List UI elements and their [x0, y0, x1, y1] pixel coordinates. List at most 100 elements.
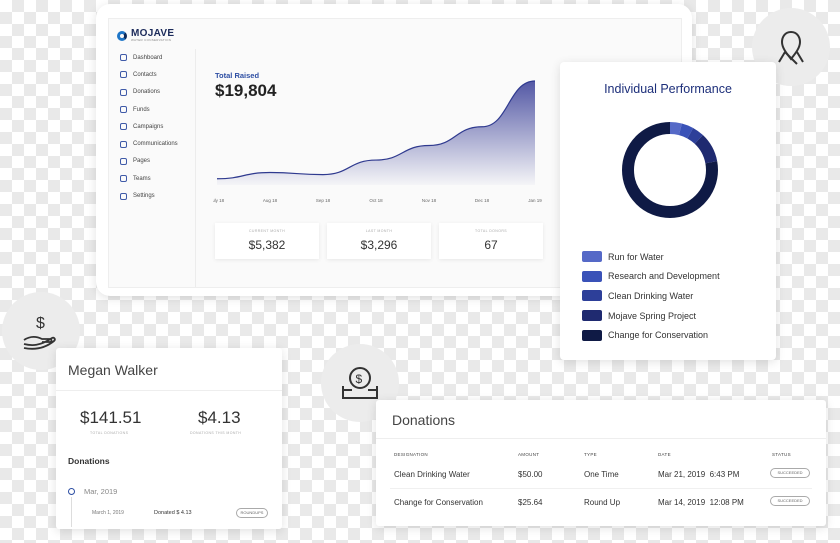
donation-date: March 1, 2019 — [92, 510, 124, 516]
sidebar-item-campaigns[interactable]: Campaigns — [109, 118, 195, 135]
performance-card: Individual Performance Run for Water Res… — [560, 62, 776, 360]
legend-swatch — [582, 310, 602, 322]
donation-box-icon: $ — [342, 367, 378, 399]
column-header-type: TYPE — [584, 452, 597, 457]
legend-item: Run for Water — [582, 247, 720, 267]
cell-designation: Change for Conservation — [394, 498, 483, 507]
stat-value: $3,296 — [360, 238, 398, 252]
sidebar-item-label: Funds — [133, 106, 150, 113]
logo[interactable]: MOJAVE WATER CONSERVATION — [117, 29, 174, 42]
performance-title: Individual Performance — [604, 82, 732, 96]
stat-value: $5,382 — [248, 238, 286, 252]
sidebar-item-settings[interactable]: Settings — [109, 187, 195, 204]
cell-amount: $25.64 — [518, 498, 543, 507]
legend-swatch — [582, 290, 602, 302]
legend-label: Clean Drinking Water — [608, 290, 694, 301]
donor-profile-card: Megan Walker $141.51 TOTAL DONATIONS $4.… — [56, 348, 282, 529]
legend-label: Mojave Spring Project — [608, 310, 697, 321]
timeline-month: Mar, 2019 — [84, 487, 118, 496]
legend-swatch — [582, 270, 602, 282]
stat-label: CURRENT MONTH — [248, 229, 286, 233]
legend-label: Research and Development — [608, 271, 720, 282]
campaigns-icon — [120, 123, 127, 131]
sidebar-item-teams[interactable]: Teams — [109, 170, 195, 187]
sidebar: Dashboard Contacts Donations Funds Campa… — [109, 49, 196, 287]
bell-icon — [120, 140, 127, 148]
stat-label: LAST MONTH — [365, 229, 393, 233]
svg-text:$: $ — [36, 315, 45, 332]
legend-swatch — [582, 329, 602, 341]
logo-subtitle: WATER CONSERVATION — [131, 38, 172, 42]
funds-icon — [120, 106, 127, 114]
cell-amount: $50.00 — [518, 470, 543, 479]
month-donations-label: DONATIONS THIS MONTH — [190, 431, 242, 435]
sidebar-item-label: Pages — [133, 158, 151, 165]
sidebar-item-label: Settings — [133, 193, 155, 200]
cell-type: One Time — [584, 470, 619, 479]
donations-icon — [120, 88, 127, 96]
sidebar-item-pages[interactable]: Pages — [109, 153, 195, 170]
cell-designation: Clean Drinking Water — [394, 470, 470, 479]
sidebar-item-label: Communications — [133, 141, 178, 148]
row-divider — [390, 488, 812, 489]
stat-total-donors: TOTAL DONORS 67 — [439, 223, 543, 259]
logo-name: MOJAVE — [131, 28, 175, 39]
x-tick-label: Nov 18 — [422, 198, 437, 203]
sidebar-item-communications[interactable]: Communications — [109, 135, 195, 152]
column-header-amount: AMOUNT — [518, 452, 540, 457]
cell-date: Mar 21, 2019 6:43 PM — [658, 470, 740, 479]
total-donations-value: $141.51 — [80, 408, 142, 427]
column-header-designation: DESIGNATION — [394, 452, 428, 457]
column-header-status: STATUS — [772, 452, 791, 457]
donut-slice — [622, 122, 718, 218]
sidebar-item-donations[interactable]: Donations — [109, 84, 195, 101]
legend-item: Clean Drinking Water — [582, 286, 720, 306]
cell-date: Mar 14, 2019 12:08 PM — [658, 498, 744, 507]
divider — [376, 438, 826, 439]
x-tick-label: Oct 18 — [369, 198, 383, 203]
x-tick-label: July 18 — [213, 198, 225, 203]
stat-last-month: LAST MONTH $3,296 — [327, 223, 431, 259]
gear-icon — [120, 192, 127, 200]
logo-icon — [117, 30, 127, 41]
total-raised-label: Total Raised — [215, 71, 260, 80]
donations-heading: Donations — [68, 456, 110, 466]
total-raised-value: $19,804 — [215, 81, 277, 100]
donation-amount: Donated $ 4.13 — [154, 510, 192, 516]
donations-title: Donations — [392, 412, 456, 428]
roundups-badge: ROUNDUPS — [236, 508, 268, 518]
x-tick-label: Sep 18 — [316, 198, 331, 203]
month-donations-value: $4.13 — [198, 408, 241, 427]
series-line — [216, 80, 536, 180]
sidebar-item-dashboard[interactable]: Dashboard — [109, 49, 195, 66]
sidebar-item-contacts[interactable]: Contacts — [109, 66, 195, 83]
column-header-date: DATE — [658, 452, 671, 457]
donut-chart — [622, 122, 718, 218]
legend-swatch — [582, 251, 602, 263]
sidebar-item-label: Campaigns — [133, 123, 164, 130]
cell-type: Round Up — [584, 498, 621, 507]
x-tick-label: Dec 18 — [475, 198, 490, 203]
teams-icon — [120, 175, 127, 183]
status-badge: SUCCEEDED — [770, 496, 810, 506]
sidebar-item-label: Donations — [133, 89, 161, 96]
sidebar-item-label: Teams — [133, 175, 151, 182]
timeline-line — [71, 497, 72, 527]
sidebar-item-funds[interactable]: Funds — [109, 101, 195, 118]
legend-item: Change for Conservation — [582, 325, 720, 345]
status-badge: SUCCEEDED — [770, 468, 810, 478]
stat-value: 67 — [484, 238, 498, 252]
dashboard-icon — [120, 54, 127, 62]
donations-table-card: Donations DESIGNATION AMOUNT TYPE DATE S… — [376, 400, 826, 526]
sidebar-item-label: Dashboard — [133, 54, 163, 61]
sidebar-item-label: Contacts — [133, 71, 157, 78]
area-fill — [217, 81, 535, 185]
legend-item: Research and Development — [582, 267, 720, 287]
divider — [56, 390, 282, 391]
donation-hand-icon: $ — [23, 315, 56, 350]
legend-label: Change for Conservation — [608, 330, 709, 341]
ribbon-icon — [778, 30, 804, 65]
x-tick-label: Jan 19 — [528, 198, 542, 203]
donor-name: Megan Walker — [68, 362, 158, 378]
area-chart: July 18 Aug 18 Sep 18 Oct 18 Nov 18 Dec 18 Jan… — [213, 80, 542, 203]
